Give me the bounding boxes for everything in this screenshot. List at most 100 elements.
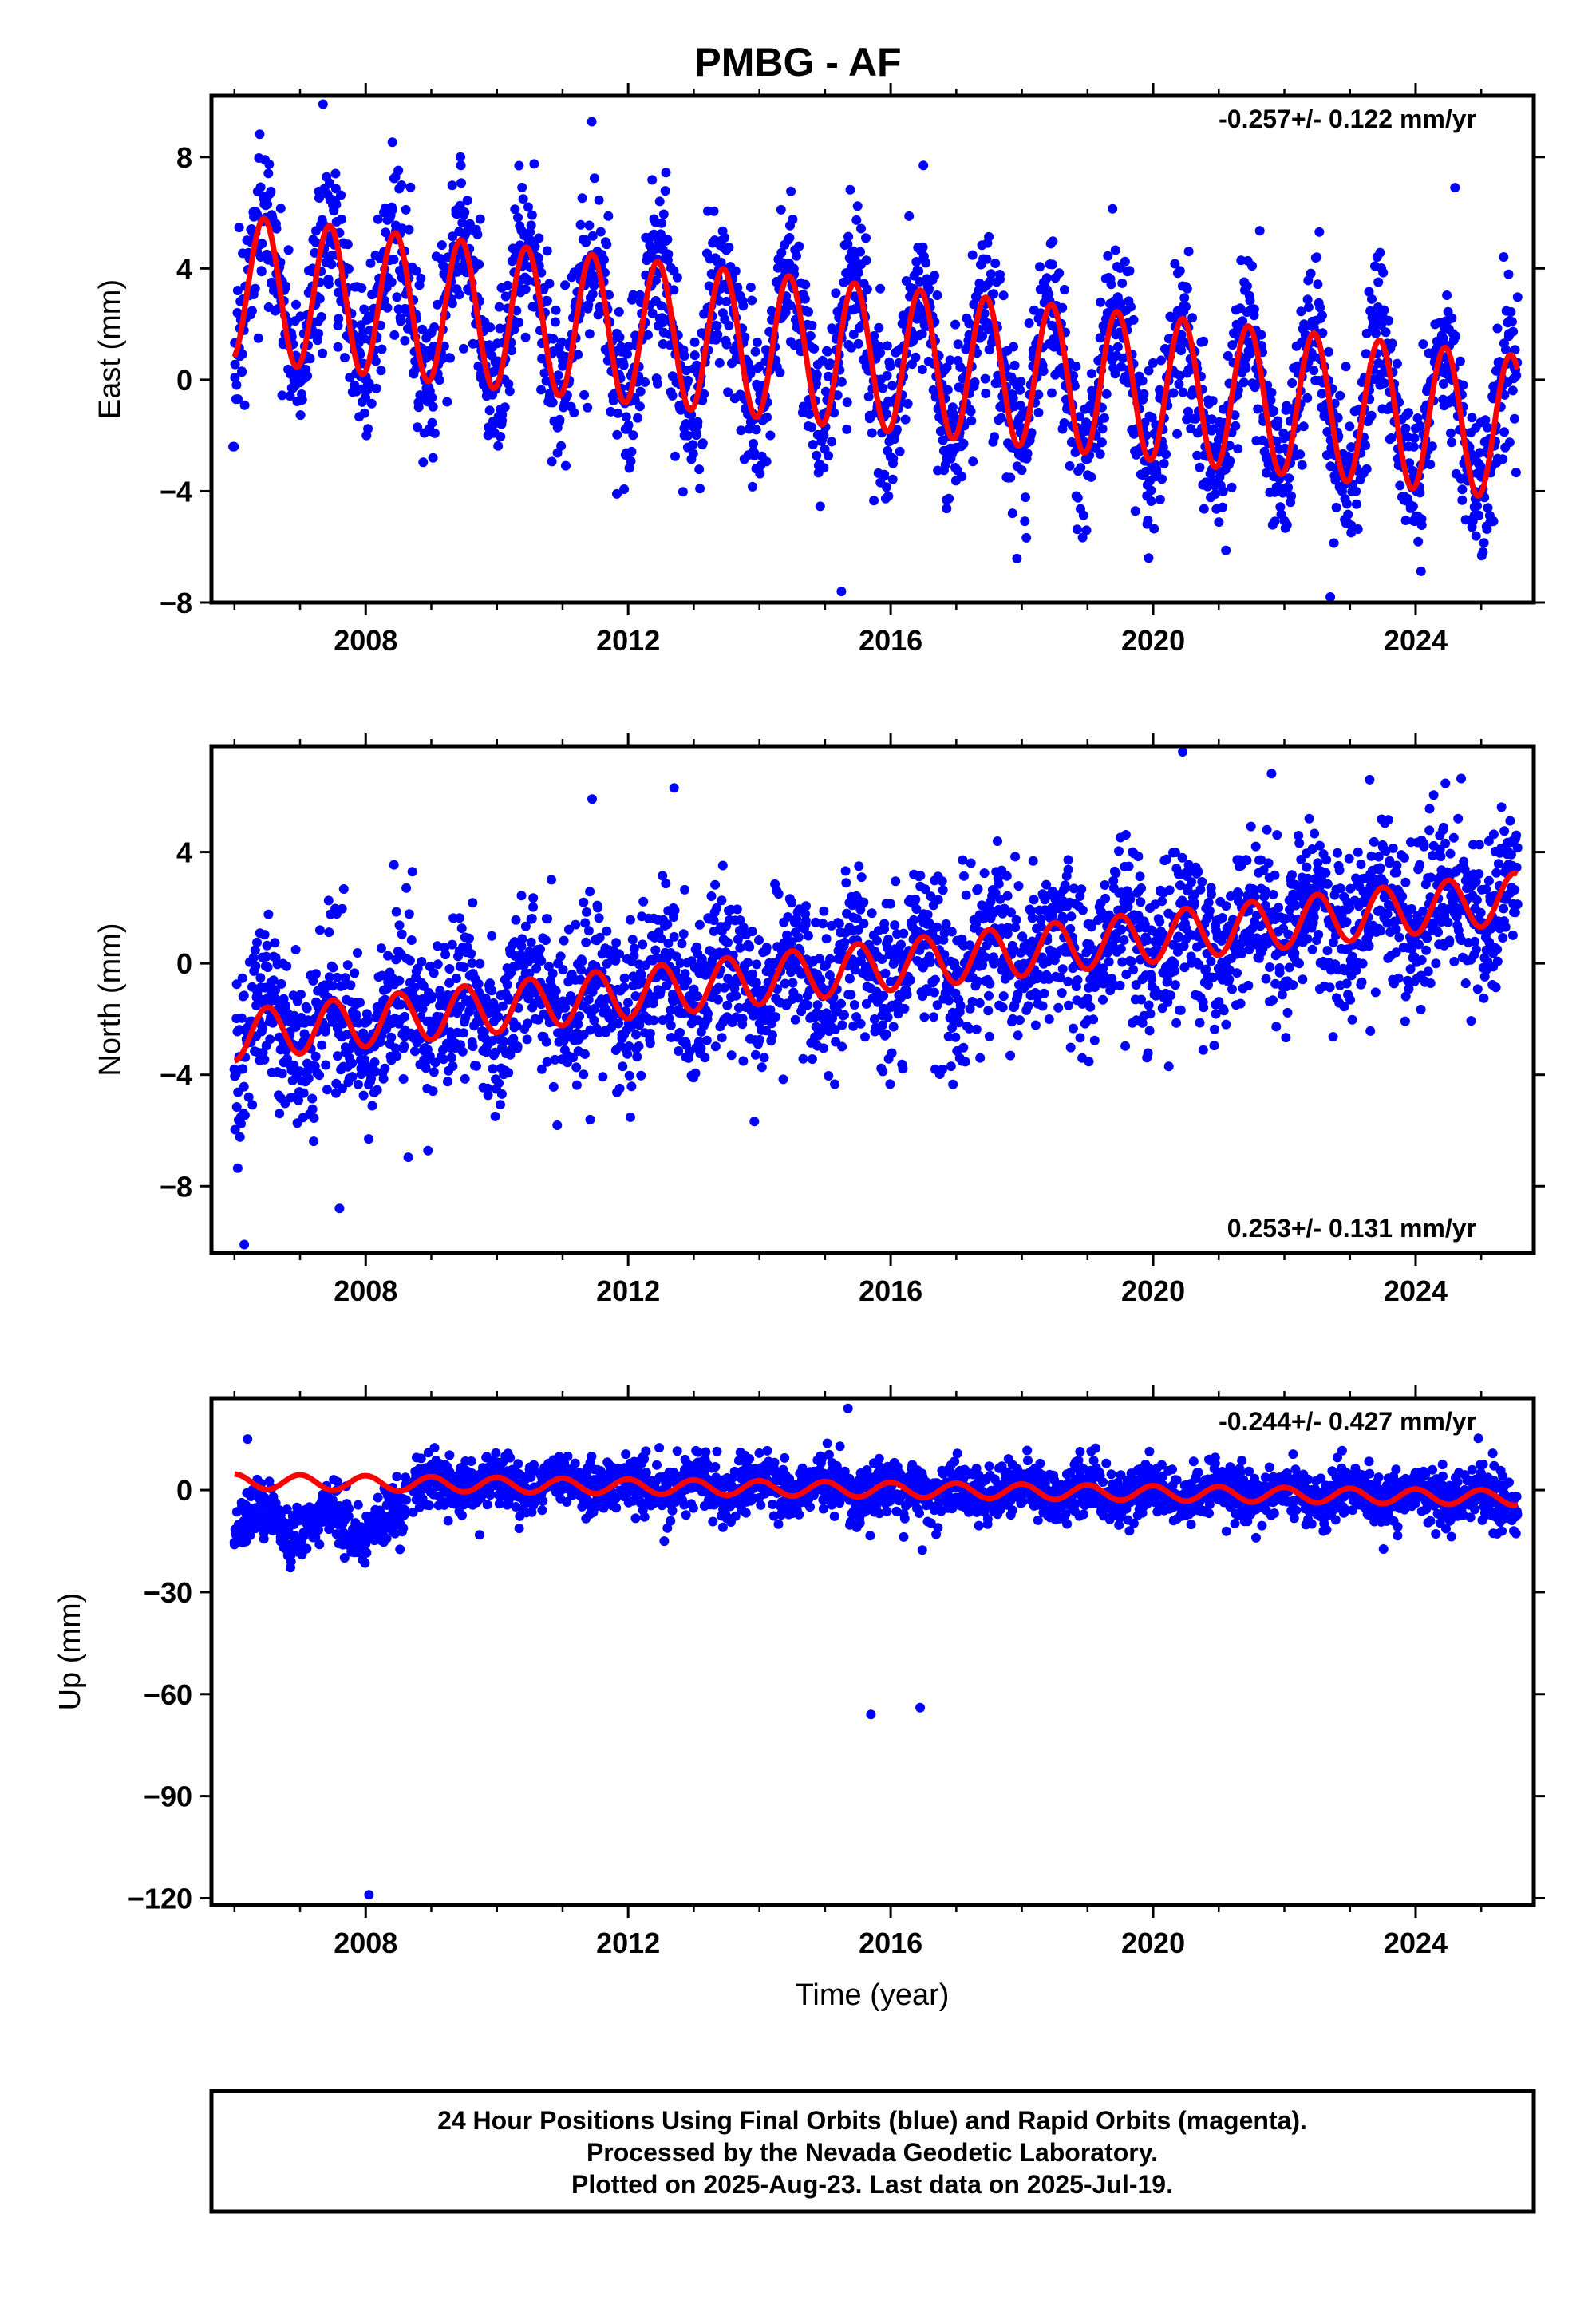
data-point [1179, 293, 1190, 303]
data-point [1096, 297, 1106, 307]
data-point [994, 879, 1004, 889]
data-point [1172, 429, 1183, 439]
data-point [862, 284, 872, 294]
data-point [674, 1046, 684, 1056]
data-point [235, 1132, 245, 1142]
data-point [496, 432, 506, 441]
data-point [959, 871, 969, 881]
data-point [1309, 366, 1319, 376]
data-point [1211, 488, 1221, 499]
data-point [712, 321, 722, 331]
data-point [745, 369, 756, 379]
data-point [492, 1012, 503, 1022]
data-point [285, 391, 295, 401]
data-point [1511, 370, 1522, 381]
data-point [851, 215, 862, 225]
data-point [1030, 1020, 1041, 1030]
data-point [1427, 441, 1437, 452]
data-point [1186, 424, 1196, 433]
data-point [383, 951, 393, 961]
data-point [932, 290, 942, 300]
data-point [678, 487, 688, 497]
data-point [875, 283, 886, 294]
data-point [396, 999, 406, 1010]
data-point [985, 978, 995, 989]
data-point [1065, 1042, 1076, 1053]
data-point [1047, 259, 1057, 270]
data-point [575, 219, 586, 230]
data-point [1275, 502, 1286, 512]
data-point [998, 290, 1009, 301]
data-point [694, 919, 705, 930]
data-point [1013, 881, 1024, 891]
data-point [694, 464, 705, 475]
data-point [489, 419, 500, 429]
data-point [846, 990, 856, 1000]
data-point [559, 935, 569, 946]
data-point [456, 178, 466, 188]
data-point [400, 1011, 410, 1022]
data-point [656, 301, 666, 311]
data-point [863, 392, 874, 402]
data-point [394, 975, 405, 986]
data-point [344, 1045, 354, 1055]
data-point [709, 915, 719, 926]
data-point [487, 931, 497, 941]
data-point [590, 173, 599, 184]
data-point [314, 925, 325, 935]
data-point [953, 339, 963, 350]
data-point [1262, 468, 1271, 478]
data-point [1377, 320, 1386, 330]
data-point [634, 401, 645, 412]
data-point [619, 982, 629, 993]
data-point [591, 962, 601, 971]
data-point [937, 1065, 947, 1075]
data-point [1021, 532, 1032, 543]
data-point [473, 362, 484, 371]
data-point [629, 943, 639, 954]
data-point [550, 1054, 560, 1065]
data-point [290, 945, 301, 954]
data-point [1378, 267, 1389, 278]
data-point [1346, 442, 1357, 453]
data-point [468, 1041, 478, 1052]
data-point [1511, 468, 1521, 478]
data-point [634, 1020, 645, 1030]
data-point [447, 180, 457, 191]
data-point [1114, 846, 1124, 856]
data-point [765, 430, 776, 441]
data-point [1144, 1000, 1154, 1010]
data-point [403, 1152, 413, 1163]
data-point [914, 266, 924, 276]
data-point [619, 484, 630, 494]
data-point [529, 159, 539, 169]
data-point [1442, 290, 1452, 300]
data-point [435, 986, 445, 996]
data-point [1095, 333, 1105, 343]
data-point [990, 259, 1001, 268]
data-point [536, 1064, 547, 1074]
y-axis-label: East (mm) [93, 279, 127, 419]
data-point [524, 947, 535, 957]
data-point [1137, 376, 1148, 386]
data-point [377, 970, 387, 981]
data-point [843, 239, 853, 249]
data-point [759, 1053, 769, 1063]
data-point [1066, 911, 1077, 922]
data-point [370, 1066, 381, 1077]
data-point [579, 897, 589, 907]
data-point [267, 1018, 278, 1028]
data-point [836, 998, 846, 1009]
data-point [487, 986, 497, 996]
data-point [1069, 381, 1080, 391]
data-point [1504, 437, 1515, 448]
data-point [239, 1081, 249, 1092]
data-point [672, 272, 682, 283]
data-point [1086, 472, 1096, 482]
data-point [626, 456, 636, 466]
data-point [883, 935, 894, 944]
data-point [1298, 421, 1309, 432]
data-point [400, 335, 410, 346]
data-point [239, 990, 249, 1001]
data-point [714, 295, 725, 306]
